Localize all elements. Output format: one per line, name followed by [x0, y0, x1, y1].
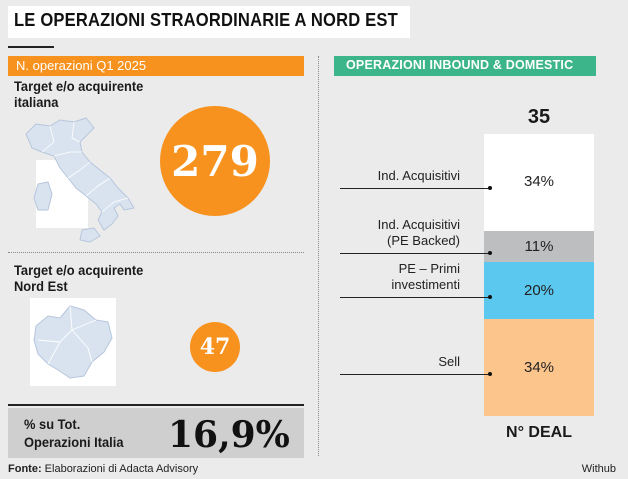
leader-line-2: [340, 252, 490, 254]
leader-dot-3: [488, 294, 492, 299]
category-label-line: Sell: [438, 353, 460, 369]
share-value: 16,9%: [168, 414, 290, 456]
page-title: LE OPERAZIONI STRAORDINARIE A NORD EST: [14, 10, 398, 30]
right-section-band-label: OPERAZIONI INBOUND & DOMESTIC: [346, 58, 574, 72]
share-label-line1: % su Tot.: [24, 416, 81, 432]
leader-dot-4: [488, 371, 492, 376]
italy-label-line2: italiana: [14, 94, 59, 110]
footer-source-label: Fonte:: [8, 463, 42, 475]
north-east-label-line2: Nord Est: [14, 278, 68, 294]
footer-source-text: Elaborazioni di Adacta Advisory: [44, 463, 199, 475]
share-rule: [8, 404, 304, 406]
bar-segment-1: [484, 134, 594, 231]
category-label-line: investimenti: [391, 276, 460, 292]
title-box: [8, 6, 410, 38]
category-label-line: Ind. Acquisitivi: [377, 216, 460, 232]
italy-label-line1: Target e/o acquirente: [14, 78, 144, 94]
bar-segment-value-4: 34%: [523, 358, 555, 376]
category-label-line: Ind. Acquisitivi: [377, 168, 460, 184]
left-section-band-label: N. operazioni Q1 2025: [16, 58, 147, 73]
category-label-3: PE – Primi investimenti: [320, 261, 460, 293]
right-section-band: OPERAZIONI INBOUND & DOMESTIC: [334, 56, 596, 76]
chart-x-axis-label: N° DEAL: [506, 424, 572, 441]
leader-line-4: [340, 373, 490, 375]
category-label-line: (PE Backed): [387, 232, 460, 248]
north-east-map-icon: [33, 305, 113, 379]
north-east-count-circle: 47: [190, 322, 240, 372]
footer-brand: Withub: [581, 463, 616, 475]
share-label-line2: Operazioni Italia: [24, 434, 124, 450]
bar-segment-value-2: 11%: [524, 237, 554, 255]
bar-segment-2: [484, 230, 594, 263]
left-section-band: N. operazioni Q1 2025: [8, 56, 304, 76]
bar-segment-3: [484, 262, 594, 320]
italy-map-icon: [25, 117, 135, 243]
share-panel: [8, 408, 304, 458]
category-label-1: Ind. Acquisitivi: [320, 168, 460, 184]
leader-line-3: [340, 296, 490, 298]
italy-count-circle: 279: [160, 106, 270, 216]
chart-total-label: 35: [527, 106, 551, 128]
vertical-divider: [318, 56, 319, 456]
leader-dot-2: [488, 250, 492, 255]
leader-line-1: [340, 188, 490, 190]
footer-source: Fonte: Elaborazioni di Adacta Advisory: [8, 463, 198, 475]
category-label-line: PE – Primi: [398, 260, 460, 276]
leader-dot-1: [488, 186, 492, 191]
title-rule: [8, 46, 54, 48]
category-label-4: Sell: [320, 354, 460, 370]
left-divider-1: [8, 252, 304, 253]
bar-segment-value-1: 34%: [523, 173, 555, 191]
bar-segment-value-3: 20%: [523, 281, 555, 299]
north-east-label-line1: Target e/o acquirente: [14, 262, 144, 278]
category-label-2: Ind. Acquisitivi (PE Backed): [320, 217, 460, 249]
bar-segment-4: [484, 319, 594, 416]
